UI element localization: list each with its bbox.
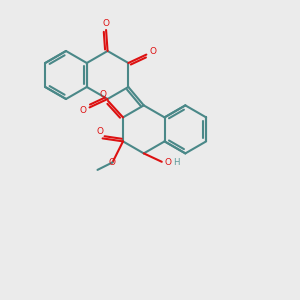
Text: O: O	[109, 158, 116, 167]
Text: O: O	[149, 47, 157, 56]
Text: O: O	[96, 127, 103, 136]
Text: O: O	[165, 158, 172, 167]
Text: O: O	[100, 90, 107, 99]
Text: O: O	[80, 106, 86, 115]
Text: H: H	[173, 158, 180, 167]
Text: O: O	[103, 19, 110, 28]
